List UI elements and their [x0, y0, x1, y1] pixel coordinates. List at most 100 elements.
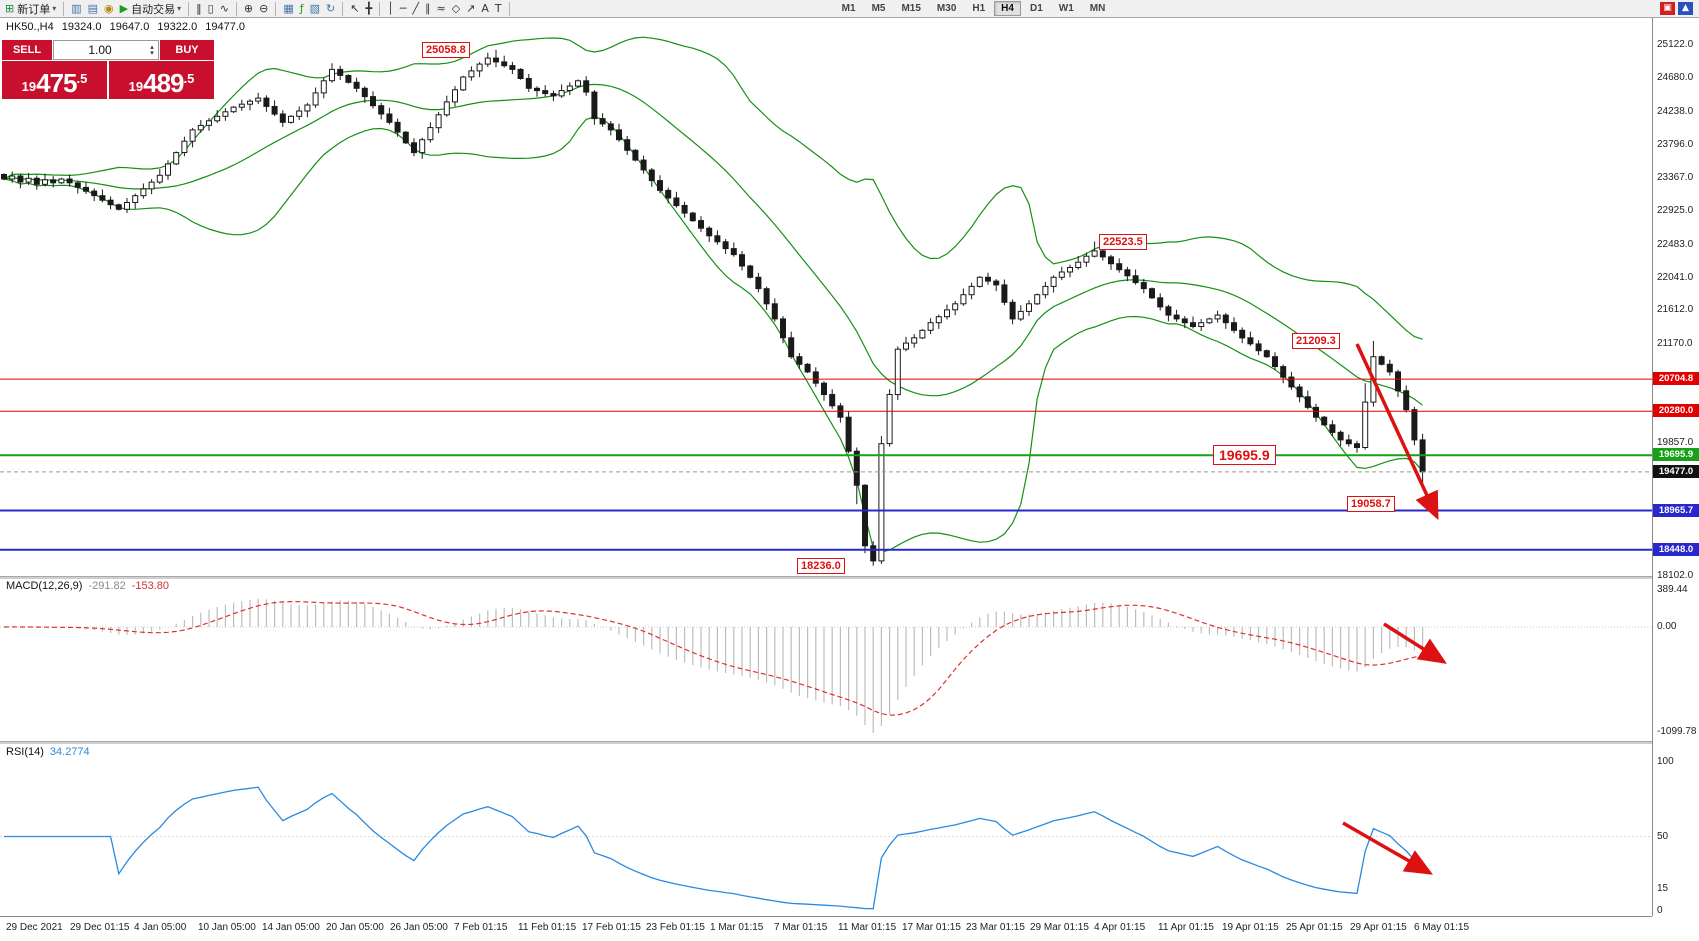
- price-axis-border: [1652, 18, 1653, 916]
- line-chart-icon-glyph: ∿: [219, 1, 229, 15]
- vertical-line-icon-glyph: │: [387, 1, 394, 15]
- time-axis-line: [0, 916, 1652, 917]
- label-icon-glyph: T: [494, 1, 502, 15]
- cursor-icon[interactable]: ↖: [348, 1, 361, 17]
- tile-windows-icon[interactable]: ▦: [281, 1, 295, 17]
- panel-separator[interactable]: [0, 741, 1652, 744]
- autotrade-button-caret-icon[interactable]: ▾: [177, 4, 182, 13]
- autotrade-button-glyph: ▶: [119, 1, 129, 15]
- zoom-out-icon[interactable]: ⊖: [257, 1, 270, 17]
- chart-ohlc-header: HK50.,H4 19324.0 19647.0 19322.0 19477.0: [6, 21, 250, 33]
- bar-chart-icon[interactable]: ‖: [194, 1, 204, 17]
- volume-spinner[interactable]: ▴ ▾: [146, 43, 158, 57]
- fibonacci-icon-glyph: ≈: [436, 1, 446, 15]
- text-icon[interactable]: A: [479, 1, 491, 17]
- timeframe-M15[interactable]: M15: [901, 3, 921, 14]
- zoom-in-icon[interactable]: ⊕: [242, 1, 255, 17]
- trendline-icon-glyph: ╱: [412, 1, 419, 15]
- sell-price[interactable]: 19 475.5: [2, 61, 107, 99]
- refresh-icon-glyph: ↻: [326, 1, 336, 15]
- volume-field[interactable]: 1.00 ▴ ▾: [53, 40, 159, 60]
- rsi-title: RSI(14): [6, 746, 44, 758]
- buy-button[interactable]: BUY: [160, 40, 214, 60]
- rsi-value: 34.2774: [49, 746, 90, 758]
- volume-value: 1.00: [88, 43, 112, 57]
- toolbar-separator: [275, 1, 277, 16]
- volume-up-icon[interactable]: ▴: [150, 43, 154, 51]
- vertical-line-icon[interactable]: │: [385, 1, 396, 17]
- toolbar-separator: [342, 1, 344, 16]
- text-icon-glyph: A: [481, 1, 489, 15]
- timeframe-W1[interactable]: W1: [1058, 3, 1074, 14]
- timeframe-M30[interactable]: M30: [936, 3, 957, 14]
- new-order-button[interactable]: ⊞ 新订单 ▾: [3, 1, 58, 17]
- arrow-tool-icon[interactable]: ↗: [464, 1, 477, 17]
- toolbar-separator: [235, 1, 237, 16]
- profile-icon[interactable]: ▤: [86, 1, 100, 17]
- notifications-icon[interactable]: ▣: [1660, 2, 1675, 15]
- toolbar: ⊞ 新订单 ▾ ▥ ▤ ◉ ▶ 自动交易 ▾ ‖ ▯ ∿ ⊕ ⊖ ▦ ƒ ▧ ↻ ↖ ╋ │ ─ ╱ ∥ ≈ ◇ ↗ A T M1 M5 M…: [0, 0, 1699, 18]
- horizontal-line-icon-glyph: ─: [399, 1, 407, 15]
- corner-icon[interactable]: ▲: [1678, 2, 1693, 15]
- channel-icon[interactable]: ∥: [423, 1, 433, 17]
- buy-price-big: 489: [143, 68, 184, 98]
- crosshair-icon[interactable]: ╋: [363, 1, 374, 17]
- autotrade-button[interactable]: ▶ 自动交易 ▾: [118, 1, 183, 17]
- line-chart-icon[interactable]: ∿: [218, 1, 231, 17]
- rsi-header: RSI(14) 34.2774: [6, 746, 96, 758]
- toolbar-separator: [188, 1, 190, 16]
- sell-button[interactable]: SELL: [2, 40, 52, 60]
- timeframe-M5[interactable]: M5: [871, 3, 886, 14]
- new-order-button-glyph: ⊞: [5, 1, 15, 15]
- timeframe-H1[interactable]: H1: [972, 3, 986, 14]
- bar-close: 19477.0: [205, 21, 246, 33]
- toolbar-items: ⊞ 新订单 ▾ ▥ ▤ ◉ ▶ 自动交易 ▾ ‖ ▯ ∿ ⊕ ⊖ ▦ ƒ ▧ ↻ ↖ ╋ │ ─ ╱ ∥ ≈ ◇ ↗ A T: [2, 1, 514, 17]
- chart-window-icon-glyph: ▥: [71, 1, 82, 15]
- buy-price-prefix: 19: [128, 79, 144, 94]
- indicators-icon[interactable]: ƒ: [298, 1, 306, 17]
- bar-open: 19324.0: [61, 21, 102, 33]
- alert-icon[interactable]: ◉: [102, 1, 116, 17]
- toolbar-separator: [508, 1, 510, 16]
- toolbar-separator: [63, 1, 65, 16]
- horizontal-line-icon[interactable]: ─: [398, 1, 409, 17]
- bar-high: 19647.0: [109, 21, 150, 33]
- profile-icon-glyph: ▤: [87, 1, 99, 15]
- autotrade-button-label: 自动交易: [131, 3, 176, 16]
- sell-price-frac: .5: [76, 71, 88, 86]
- label-icon[interactable]: T: [493, 1, 504, 17]
- new-order-button-caret-icon[interactable]: ▾: [52, 4, 57, 13]
- one-click-trading-panel: SELL 1.00 ▴ ▾ BUY 19 475.5 19 489.5: [2, 40, 214, 99]
- macd-header: MACD(12,26,9) -291.82 -153.80: [6, 580, 175, 592]
- panel-separator[interactable]: [0, 576, 1652, 579]
- toolbar-separator: [379, 1, 381, 16]
- buy-price[interactable]: 19 489.5: [109, 61, 214, 99]
- alert-icon-glyph: ◉: [104, 1, 114, 15]
- bar-chart-icon-glyph: ‖: [196, 1, 202, 15]
- timeframe-D1[interactable]: D1: [1029, 3, 1043, 14]
- shapes-icon-glyph: ◇: [451, 1, 461, 15]
- candlestick-chart-icon-glyph: ▯: [207, 1, 214, 15]
- timeframe-MN[interactable]: MN: [1089, 3, 1106, 14]
- candlestick-chart-icon[interactable]: ▯: [206, 1, 216, 17]
- timeframe-H4[interactable]: H4: [994, 1, 1021, 16]
- trendline-icon[interactable]: ╱: [410, 1, 421, 17]
- volume-down-icon[interactable]: ▾: [150, 49, 154, 57]
- new-order-button-label: 新订单: [17, 3, 51, 16]
- refresh-icon[interactable]: ↻: [324, 1, 337, 17]
- timeframe-M1[interactable]: M1: [841, 3, 856, 14]
- templates-icon-glyph: ▧: [309, 1, 321, 15]
- fibonacci-icon[interactable]: ≈: [434, 1, 447, 17]
- chart-window-icon[interactable]: ▥: [69, 1, 83, 17]
- macd-main-value: -291.82: [88, 580, 126, 592]
- zoom-in-icon-glyph: ⊕: [243, 1, 254, 15]
- indicators-icon-glyph: ƒ: [299, 1, 304, 15]
- shapes-icon[interactable]: ◇: [450, 1, 462, 17]
- symbol-period: HK50.,H4: [6, 21, 54, 33]
- bar-low: 19322.0: [157, 21, 198, 33]
- timeframe-bar: M1 M5 M15 M30 H1 H4 D1 W1 MN: [834, 1, 1114, 16]
- channel-icon-glyph: ∥: [424, 1, 431, 15]
- macd-title: MACD(12,26,9): [6, 580, 83, 592]
- templates-icon[interactable]: ▧: [308, 1, 322, 17]
